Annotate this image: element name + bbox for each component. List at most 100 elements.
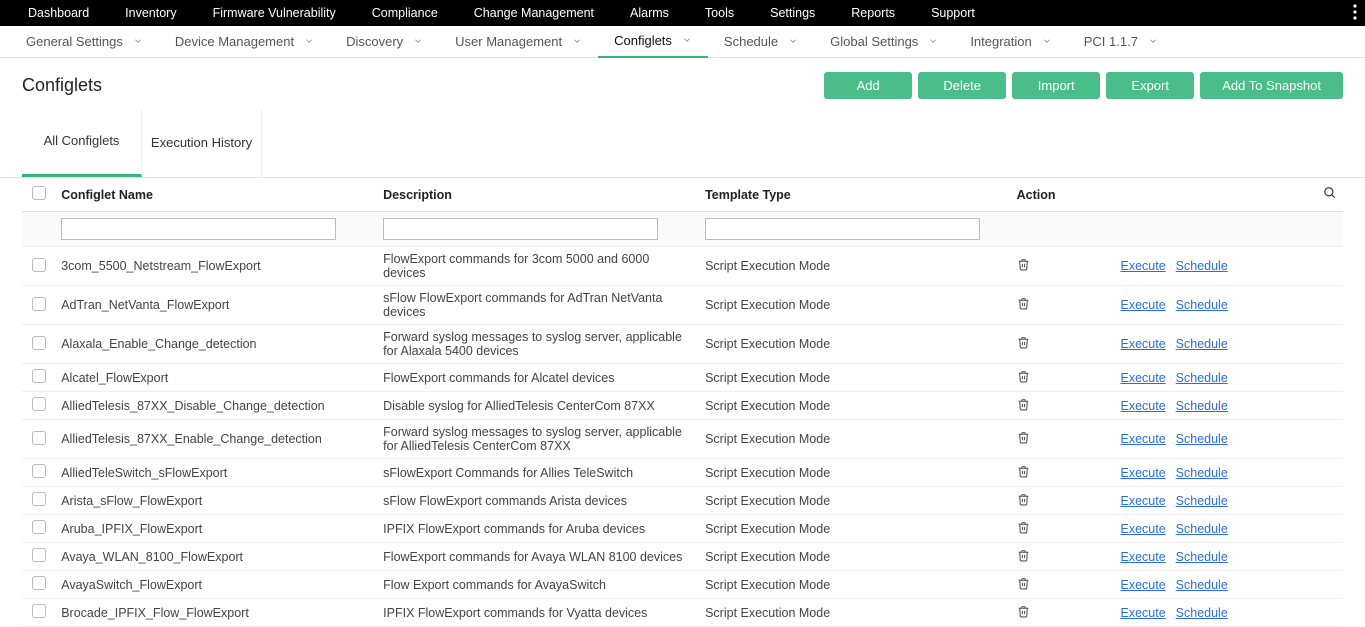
col-header-action: Action — [1011, 178, 1115, 212]
execute-link[interactable]: Execute — [1120, 606, 1165, 620]
execute-link[interactable]: Execute — [1120, 550, 1165, 564]
row-checkbox[interactable] — [32, 431, 46, 445]
filter-desc-input[interactable] — [383, 218, 658, 240]
chevron-down-icon — [304, 34, 314, 49]
row-checkbox[interactable] — [32, 604, 46, 618]
search-icon[interactable] — [1323, 189, 1337, 203]
cell-type: Script Execution Mode — [699, 571, 1011, 599]
execute-link[interactable]: Execute — [1120, 371, 1165, 385]
execute-link[interactable]: Execute — [1120, 432, 1165, 446]
trash-icon[interactable] — [1017, 431, 1030, 447]
tab-execution-history[interactable]: Execution History — [142, 109, 262, 177]
cell-name: AlliedTelesis_87XX_Disable_Change_detect… — [55, 392, 377, 420]
schedule-link[interactable]: Schedule — [1176, 337, 1228, 351]
row-checkbox[interactable] — [32, 548, 46, 562]
schedule-link[interactable]: Schedule — [1176, 494, 1228, 508]
row-checkbox[interactable] — [32, 258, 46, 272]
filter-type-input[interactable] — [705, 218, 980, 240]
topnav-alarms[interactable]: Alarms — [612, 0, 687, 26]
cell-type: Script Execution Mode — [699, 515, 1011, 543]
trash-icon[interactable] — [1017, 336, 1030, 352]
import-button[interactable]: Import — [1012, 72, 1100, 99]
row-checkbox[interactable] — [32, 397, 46, 411]
subnav-schedule[interactable]: Schedule — [708, 26, 814, 58]
trash-icon[interactable] — [1017, 521, 1030, 537]
subnav-device-management[interactable]: Device Management — [159, 26, 330, 58]
add-button[interactable]: Add — [824, 72, 912, 99]
chevron-down-icon — [928, 34, 938, 49]
row-checkbox[interactable] — [32, 336, 46, 350]
topnav-change-management[interactable]: Change Management — [456, 0, 612, 26]
subnav-configlets[interactable]: Configlets — [598, 26, 708, 58]
topnav-dashboard[interactable]: Dashboard — [10, 0, 107, 26]
topnav-support[interactable]: Support — [913, 0, 993, 26]
execute-link[interactable]: Execute — [1120, 298, 1165, 312]
trash-icon[interactable] — [1017, 258, 1030, 274]
subnav-discovery[interactable]: Discovery — [330, 26, 439, 58]
schedule-link[interactable]: Schedule — [1176, 522, 1228, 536]
schedule-link[interactable]: Schedule — [1176, 432, 1228, 446]
execute-link[interactable]: Execute — [1120, 578, 1165, 592]
cell-desc: FlowExport commands for 3com 5000 and 60… — [377, 247, 699, 286]
table-row: AvayaSwitch_FlowExportFlow Export comman… — [22, 571, 1343, 599]
execute-link[interactable]: Execute — [1120, 399, 1165, 413]
row-checkbox[interactable] — [32, 492, 46, 506]
subnav-global-settings[interactable]: Global Settings — [814, 26, 954, 58]
export-button[interactable]: Export — [1106, 72, 1194, 99]
topnav-inventory[interactable]: Inventory — [107, 0, 194, 26]
row-checkbox[interactable] — [32, 576, 46, 590]
execute-link[interactable]: Execute — [1120, 466, 1165, 480]
col-header-type[interactable]: Template Type — [699, 178, 1011, 212]
subnav-general-settings[interactable]: General Settings — [10, 26, 159, 58]
execute-link[interactable]: Execute — [1120, 337, 1165, 351]
topnav-compliance[interactable]: Compliance — [354, 0, 456, 26]
cell-name: Aruba_IPFIX_FlowExport — [55, 515, 377, 543]
trash-icon[interactable] — [1017, 493, 1030, 509]
row-checkbox[interactable] — [32, 464, 46, 478]
select-all-checkbox[interactable] — [32, 186, 46, 200]
row-checkbox[interactable] — [32, 369, 46, 383]
tab-all-configlets[interactable]: All Configlets — [22, 109, 142, 177]
schedule-link[interactable]: Schedule — [1176, 298, 1228, 312]
row-checkbox[interactable] — [32, 520, 46, 534]
schedule-link[interactable]: Schedule — [1176, 578, 1228, 592]
more-menu-icon[interactable] — [1353, 4, 1357, 23]
row-checkbox[interactable] — [32, 297, 46, 311]
trash-icon[interactable] — [1017, 398, 1030, 414]
cell-type: Script Execution Mode — [699, 325, 1011, 364]
table-row: 3com_5500_Netstream_FlowExportFlowExport… — [22, 247, 1343, 286]
schedule-link[interactable]: Schedule — [1176, 371, 1228, 385]
topnav-tools[interactable]: Tools — [687, 0, 752, 26]
trash-icon[interactable] — [1017, 549, 1030, 565]
execute-link[interactable]: Execute — [1120, 494, 1165, 508]
schedule-link[interactable]: Schedule — [1176, 606, 1228, 620]
col-header-name[interactable]: Configlet Name — [55, 178, 377, 212]
cell-name: Alaxala_Enable_Change_detection — [55, 325, 377, 364]
delete-button[interactable]: Delete — [918, 72, 1006, 99]
page-header: Configlets Add Delete Import Export Add … — [0, 58, 1365, 109]
execute-link[interactable]: Execute — [1120, 522, 1165, 536]
schedule-link[interactable]: Schedule — [1176, 466, 1228, 480]
col-header-desc[interactable]: Description — [377, 178, 699, 212]
subnav-pci-1.1.7[interactable]: PCI 1.1.7 — [1068, 26, 1174, 58]
add-to-snapshot-button[interactable]: Add To Snapshot — [1200, 72, 1343, 99]
trash-icon[interactable] — [1017, 370, 1030, 386]
configlets-table-wrap: Configlet Name Description Template Type… — [0, 178, 1365, 627]
table-row: AlliedTelesis_87XX_Enable_Change_detecti… — [22, 420, 1343, 459]
subnav-integration[interactable]: Integration — [954, 26, 1067, 58]
trash-icon[interactable] — [1017, 577, 1030, 593]
subnav-user-management[interactable]: User Management — [439, 26, 598, 58]
topnav-settings[interactable]: Settings — [752, 0, 833, 26]
trash-icon[interactable] — [1017, 297, 1030, 313]
cell-name: Brocade_IPFIX_Flow_FlowExport — [55, 599, 377, 627]
trash-icon[interactable] — [1017, 605, 1030, 621]
schedule-link[interactable]: Schedule — [1176, 550, 1228, 564]
topnav-reports[interactable]: Reports — [833, 0, 913, 26]
schedule-link[interactable]: Schedule — [1176, 399, 1228, 413]
execute-link[interactable]: Execute — [1120, 259, 1165, 273]
trash-icon[interactable] — [1017, 465, 1030, 481]
table-row: Avaya_WLAN_8100_FlowExportFlowExport com… — [22, 543, 1343, 571]
topnav-firmware-vulnerability[interactable]: Firmware Vulnerability — [195, 0, 354, 26]
schedule-link[interactable]: Schedule — [1176, 259, 1228, 273]
filter-name-input[interactable] — [61, 218, 336, 240]
